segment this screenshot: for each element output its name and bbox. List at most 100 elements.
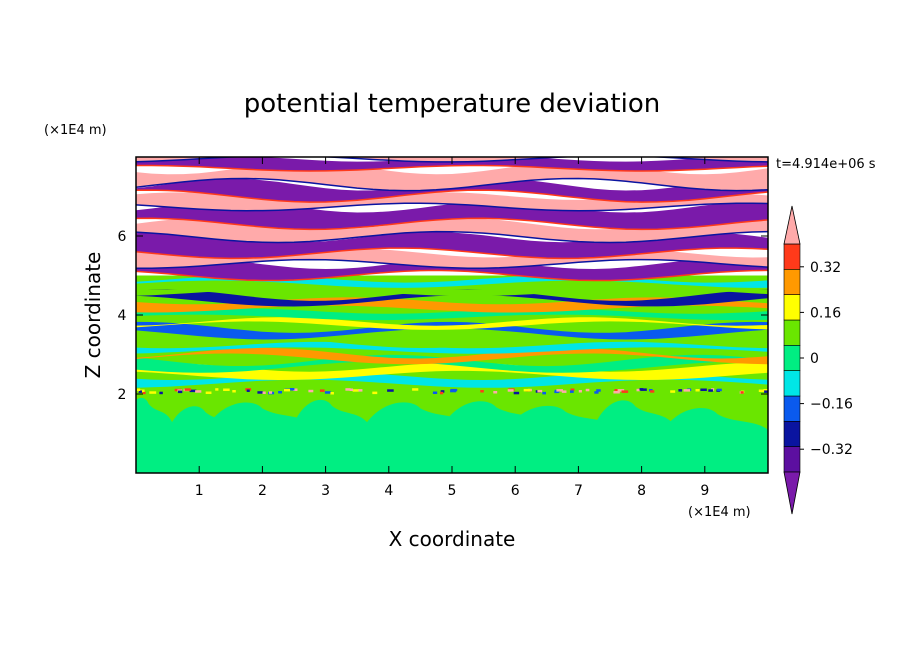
- field-spark: [184, 388, 192, 391]
- colorbar-tick-label: −0.32: [810, 442, 853, 458]
- colorbar-tick-label: 0.32: [810, 260, 841, 276]
- colorbar-extend-min: [783, 471, 801, 515]
- field-spark: [670, 390, 676, 393]
- field-spark: [159, 391, 163, 395]
- plot-field: [136, 157, 768, 473]
- field-cell: [136, 289, 768, 307]
- field-cell: [136, 379, 768, 398]
- x-tick-label: 8: [637, 483, 646, 499]
- field-spark: [708, 389, 713, 392]
- colorbar-bin: [783, 268, 801, 295]
- field-spark: [195, 390, 202, 393]
- field-spark: [700, 388, 707, 391]
- field-spark: [613, 391, 620, 394]
- field-spark: [570, 388, 575, 391]
- field-spark: [324, 391, 331, 394]
- field-spark: [617, 389, 625, 392]
- field-edge: [136, 217, 768, 231]
- field-cell: [136, 282, 768, 297]
- field-spark: [278, 391, 282, 394]
- field-cell: [136, 347, 768, 365]
- field-spark: [758, 389, 766, 392]
- field-spark: [142, 391, 146, 395]
- field-edge: [136, 230, 768, 244]
- field-spark: [432, 391, 438, 394]
- field-spark: [450, 389, 456, 393]
- field-spark: [245, 388, 252, 391]
- field-spark: [596, 389, 601, 392]
- lower-blobs: [136, 397, 768, 473]
- field-spark: [556, 389, 563, 392]
- field-spark: [205, 391, 212, 394]
- field-spark: [683, 389, 691, 392]
- x-tick-label: 6: [511, 483, 520, 499]
- field-spark: [345, 388, 351, 391]
- colorbar-bin: [783, 420, 801, 447]
- colorbar-labels: 0.32 0.16 0 −0.16 −0.32: [800, 260, 853, 458]
- field-spark: [561, 390, 567, 393]
- y-unit-label: (×1E4 m): [44, 123, 107, 138]
- field-spark: [585, 388, 590, 392]
- field-spark: [440, 390, 445, 393]
- field-spark: [137, 388, 141, 391]
- field-spark: [289, 388, 295, 391]
- colorbar-bin: [783, 319, 801, 346]
- field-cell: [136, 362, 768, 380]
- colorbar-bin: [783, 294, 801, 321]
- field-spark: [578, 390, 582, 393]
- field-spark: [262, 391, 266, 394]
- middle-bands: [136, 275, 768, 398]
- field-spark: [639, 388, 644, 391]
- field-spark: [268, 391, 273, 394]
- field-cell: [136, 231, 768, 259]
- field-cell: [136, 308, 768, 321]
- time-label: t=4.914e+06 s: [776, 157, 876, 172]
- colorbar-tick-label: −0.16: [810, 397, 853, 413]
- field-cell: [136, 354, 768, 373]
- field-edge: [136, 269, 768, 282]
- field-spark: [650, 390, 655, 393]
- x-tick-label: 1: [195, 483, 204, 499]
- field-spark: [678, 389, 683, 392]
- field-spark: [507, 389, 514, 392]
- y-tick-label: 4: [118, 308, 127, 324]
- field-spark: [330, 392, 334, 395]
- field-spark: [717, 388, 722, 392]
- x-tick-label: 3: [321, 483, 330, 499]
- colorbar-bin: [783, 344, 801, 371]
- field-edge: [136, 164, 768, 172]
- field-spark: [149, 391, 157, 394]
- y-axis-label: Z coordinate: [81, 252, 105, 379]
- field-cell: [136, 321, 768, 340]
- field-edge: [136, 247, 768, 260]
- x-tick-label: 4: [384, 483, 393, 499]
- field-spark: [640, 388, 647, 391]
- y-axis: 2 4 6: [118, 229, 768, 403]
- field-spark: [223, 388, 230, 391]
- field-spark: [372, 391, 378, 395]
- field-spark: [542, 391, 546, 395]
- upper-bands: [136, 157, 768, 282]
- field-cell: [136, 341, 768, 354]
- colorbar-bin: [783, 370, 801, 397]
- field-spark: [257, 391, 264, 394]
- field-cell: [136, 258, 768, 281]
- field-spark: [537, 389, 543, 393]
- y-tick-label: 6: [118, 229, 127, 245]
- field-spark: [614, 389, 618, 392]
- field-spark: [763, 389, 768, 392]
- field-spark: [594, 391, 599, 394]
- chart-title: potential temperature deviation: [244, 89, 660, 119]
- field-cell: [136, 192, 768, 211]
- field-spark: [177, 390, 183, 394]
- field-spark: [695, 389, 700, 392]
- spark-band: [137, 388, 768, 395]
- x-tick-label: 5: [448, 483, 457, 499]
- field-spark: [189, 389, 197, 393]
- x-tick-label: 2: [258, 483, 267, 499]
- field-spark: [523, 388, 531, 392]
- colorbar-extend-max: [783, 205, 801, 245]
- field-spark: [215, 388, 219, 391]
- field-spark: [440, 391, 444, 395]
- field-spark: [284, 388, 291, 392]
